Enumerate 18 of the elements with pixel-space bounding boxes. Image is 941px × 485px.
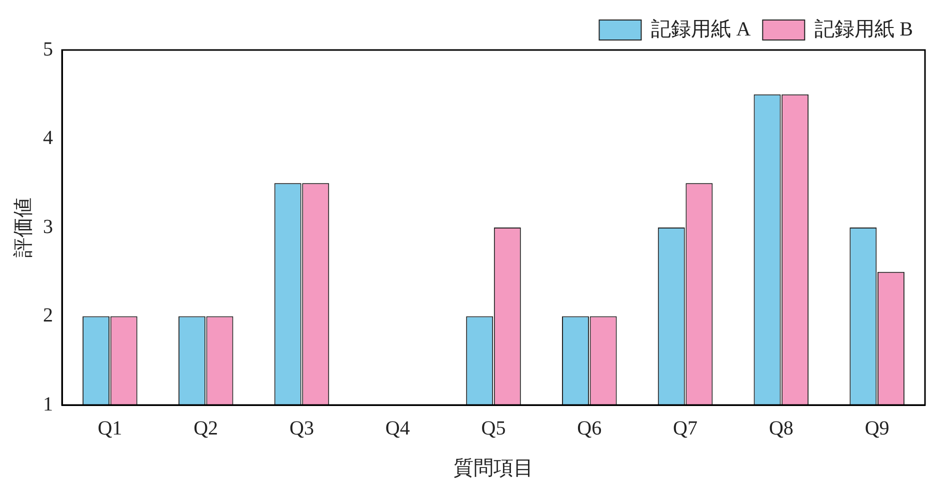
y-tick-label: 5: [43, 38, 53, 60]
x-tick-label: Q4: [385, 417, 410, 440]
y-tick-label: 4: [43, 127, 53, 149]
x-tick-label: Q9: [864, 417, 890, 440]
x-tick-label: Q7: [673, 417, 698, 440]
y-axis-title: 評価値: [12, 198, 34, 258]
y-tick-label: 2: [43, 304, 53, 326]
y-tick-label: 3: [43, 216, 53, 238]
x-tick-label: Q8: [768, 417, 794, 440]
legend-label: 記録用紙 A: [651, 18, 752, 40]
x-tick-label: Q5: [481, 417, 506, 440]
x-tick-label: Q2: [194, 417, 218, 440]
x-axis-title: 質問項目: [454, 457, 534, 480]
x-tick-label: Q1: [98, 417, 122, 440]
x-tick-label: Q6: [577, 417, 602, 440]
x-tick-label: Q3: [289, 417, 314, 440]
y-tick-label: 1: [43, 393, 53, 416]
legend-label: 記録用紙 B: [814, 18, 914, 40]
